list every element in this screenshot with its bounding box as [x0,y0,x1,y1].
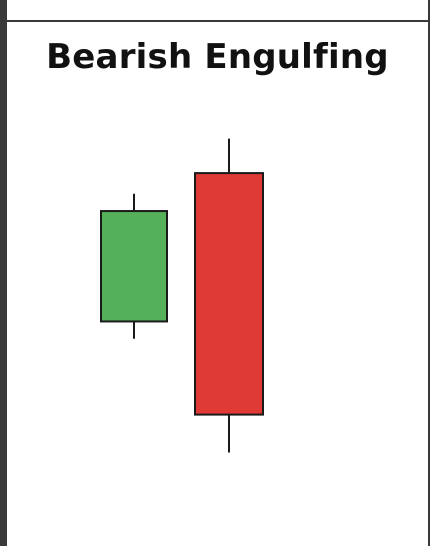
frame-right-border [428,0,430,546]
bullish-candle [100,193,168,339]
bearish-candle [194,138,264,453]
diagram-title: Bearish Engulfing [46,37,389,77]
frame-left-border [0,0,7,546]
bearish-candle-body [194,172,264,416]
bullish-candle-body [100,210,168,323]
frame-top-border [7,20,430,22]
